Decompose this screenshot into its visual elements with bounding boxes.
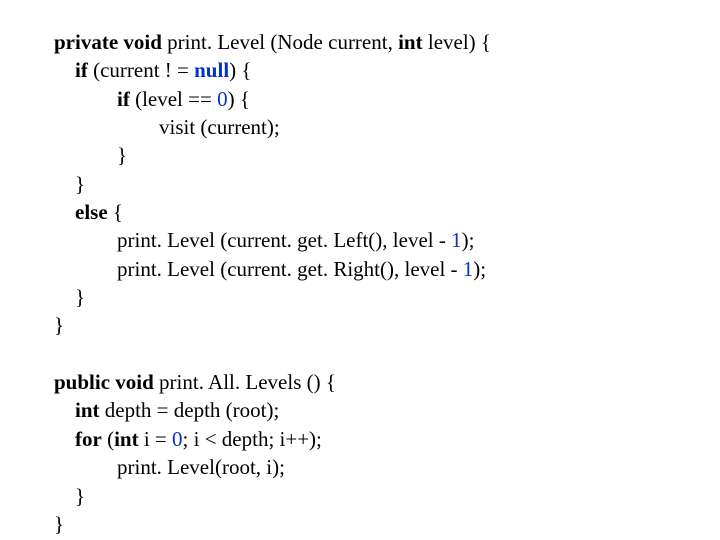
line-18: }	[54, 512, 64, 536]
number-literal: 0	[217, 87, 228, 111]
line-6: }	[54, 172, 85, 196]
line-17: }	[54, 484, 85, 508]
code-text: }	[75, 285, 85, 309]
line-5: }	[54, 143, 127, 167]
keyword-public: public	[54, 370, 110, 394]
keyword-null: null	[194, 58, 229, 82]
code-text: print. Level(root, i);	[117, 455, 285, 479]
code-text: }	[54, 512, 64, 536]
keyword-void: void	[123, 30, 162, 54]
code-text: }	[75, 172, 85, 196]
line-13: public void print. All. Levels () {	[54, 370, 336, 394]
code-text: print. Level (current. get. Right(), lev…	[117, 257, 463, 281]
code-text: level) {	[423, 30, 491, 54]
line-11: }	[54, 313, 64, 337]
keyword-void: void	[115, 370, 154, 394]
line-3: if (level == 0) {	[54, 87, 250, 111]
code-text: }	[54, 313, 64, 337]
code-text: }	[75, 484, 85, 508]
keyword-for: for	[75, 427, 102, 451]
line-10: }	[54, 285, 85, 309]
code-text: print. Level (Node current,	[162, 30, 398, 54]
line-15: for (int i = 0; i < depth; i++);	[54, 427, 322, 451]
keyword-if: if	[75, 58, 88, 82]
code-text: print. Level (current. get. Left(), leve…	[117, 228, 451, 252]
keyword-private: private	[54, 30, 118, 54]
keyword-int: int	[75, 398, 100, 422]
line-9: print. Level (current. get. Right(), lev…	[54, 257, 486, 281]
line-7: else {	[54, 200, 123, 224]
keyword-int: int	[114, 427, 139, 451]
code-text: depth = depth (root);	[100, 398, 280, 422]
number-literal: 1	[451, 228, 462, 252]
code-text: print. All. Levels () {	[154, 370, 336, 394]
code-text: }	[117, 143, 127, 167]
line-4: visit (current);	[54, 115, 280, 139]
code-text: (level ==	[130, 87, 217, 111]
line-14: int depth = depth (root);	[54, 398, 279, 422]
code-text: );	[473, 257, 486, 281]
line-8: print. Level (current. get. Left(), leve…	[54, 228, 474, 252]
keyword-if: if	[117, 87, 130, 111]
keyword-else: else	[75, 200, 108, 224]
code-text: (current ! =	[88, 58, 194, 82]
code-text: (	[102, 427, 114, 451]
code-snippet: private void print. Level (Node current,…	[0, 0, 720, 538]
line-1: private void print. Level (Node current,…	[54, 30, 491, 54]
code-text: ) {	[229, 58, 251, 82]
code-text: {	[108, 200, 123, 224]
line-2: if (current ! = null) {	[54, 58, 251, 82]
number-literal: 0	[172, 427, 183, 451]
number-literal: 1	[463, 257, 474, 281]
code-text: ; i < depth; i++);	[183, 427, 322, 451]
keyword-int: int	[398, 30, 423, 54]
code-text: i =	[139, 427, 172, 451]
code-text: ) {	[228, 87, 250, 111]
code-text: visit (current);	[159, 115, 280, 139]
line-16: print. Level(root, i);	[54, 455, 285, 479]
code-text: );	[462, 228, 475, 252]
